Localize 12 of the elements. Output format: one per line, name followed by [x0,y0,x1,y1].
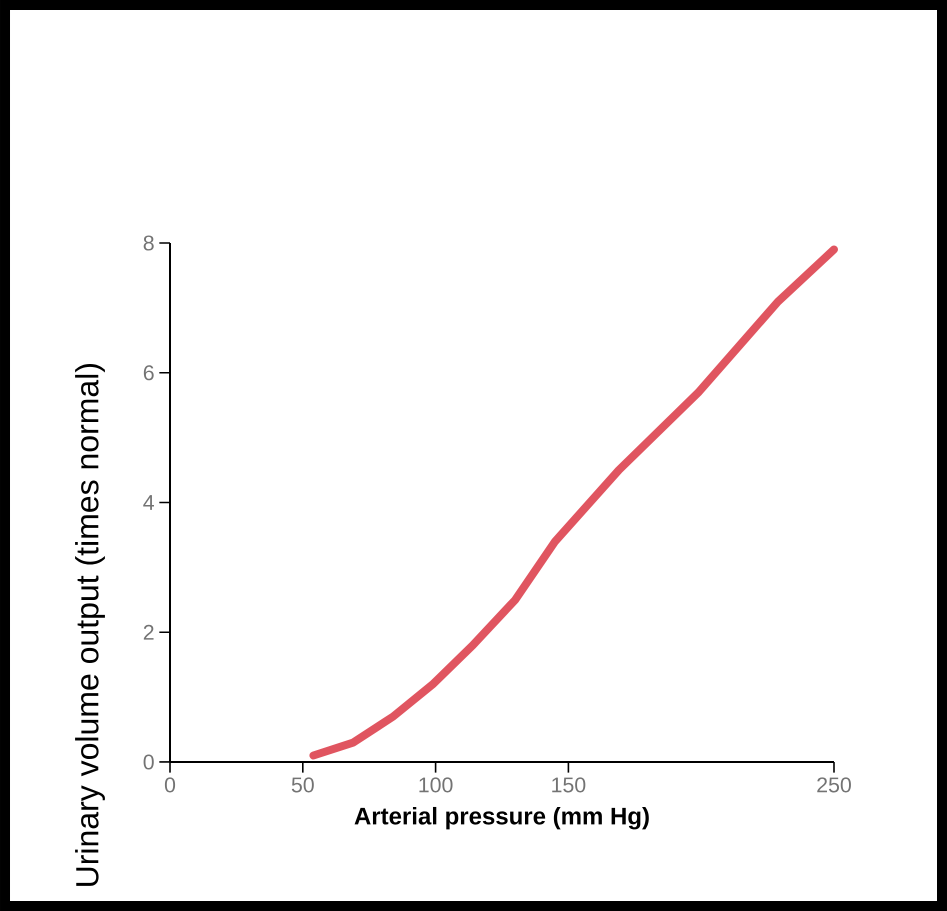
x-tick-label: 150 [552,777,586,792]
x-tick-label: 0 [164,777,176,792]
x-tick-label: 250 [817,777,851,792]
x-tick-label: 100 [419,777,453,792]
x-axis-title: Arterial pressure (mm Hg) [354,806,649,830]
x-tick-label: 50 [292,777,314,792]
y-tick-label: 0 [144,754,154,770]
y-tick-label: 8 [144,235,154,251]
y-tick-label: 4 [143,495,154,510]
y-tick-label: 6 [144,365,154,380]
y-tick-label: 2 [144,624,154,640]
y-axis-title: Urinary volume output (times normal) [75,364,105,886]
